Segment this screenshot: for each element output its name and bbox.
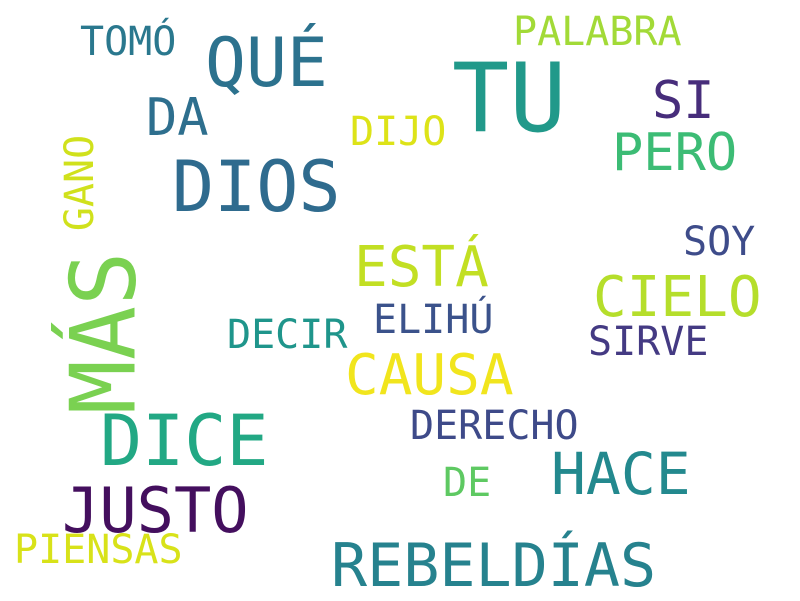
- word-hace: HACE: [551, 440, 691, 508]
- word-esta: ESTÁ: [354, 235, 489, 300]
- word-elihu: ELIHÚ: [373, 297, 494, 343]
- word-que: QUÉ: [205, 24, 328, 103]
- word-justo: JUSTO: [62, 474, 249, 547]
- word-tu: TU: [452, 44, 567, 154]
- word-da: DA: [146, 88, 209, 148]
- word-dios: DIOS: [172, 146, 341, 228]
- word-dice: DICE: [100, 400, 269, 482]
- word-pero: PERO: [612, 123, 738, 183]
- word-tomo: TOMÓ: [80, 19, 177, 65]
- word-causa: CAUSA: [345, 343, 514, 408]
- word-si: SI: [652, 71, 715, 131]
- word-rebeldias: REBELDÍAS: [331, 531, 657, 601]
- word-piensas: PIENSAS: [14, 527, 183, 573]
- word-dijo: DIJO: [350, 109, 447, 155]
- word-soy: SOY: [683, 219, 756, 265]
- word-cielo: CIELO: [593, 265, 762, 330]
- word-de: DE: [443, 460, 492, 506]
- word-mas: MÁS: [51, 251, 157, 415]
- word-sirve: SIRVE: [588, 319, 709, 365]
- word-gano: GANO: [57, 134, 104, 232]
- word-decir: DECIR: [227, 312, 348, 358]
- word-palabra: PALABRA: [513, 9, 682, 55]
- word-derecho: DERECHO: [410, 403, 579, 449]
